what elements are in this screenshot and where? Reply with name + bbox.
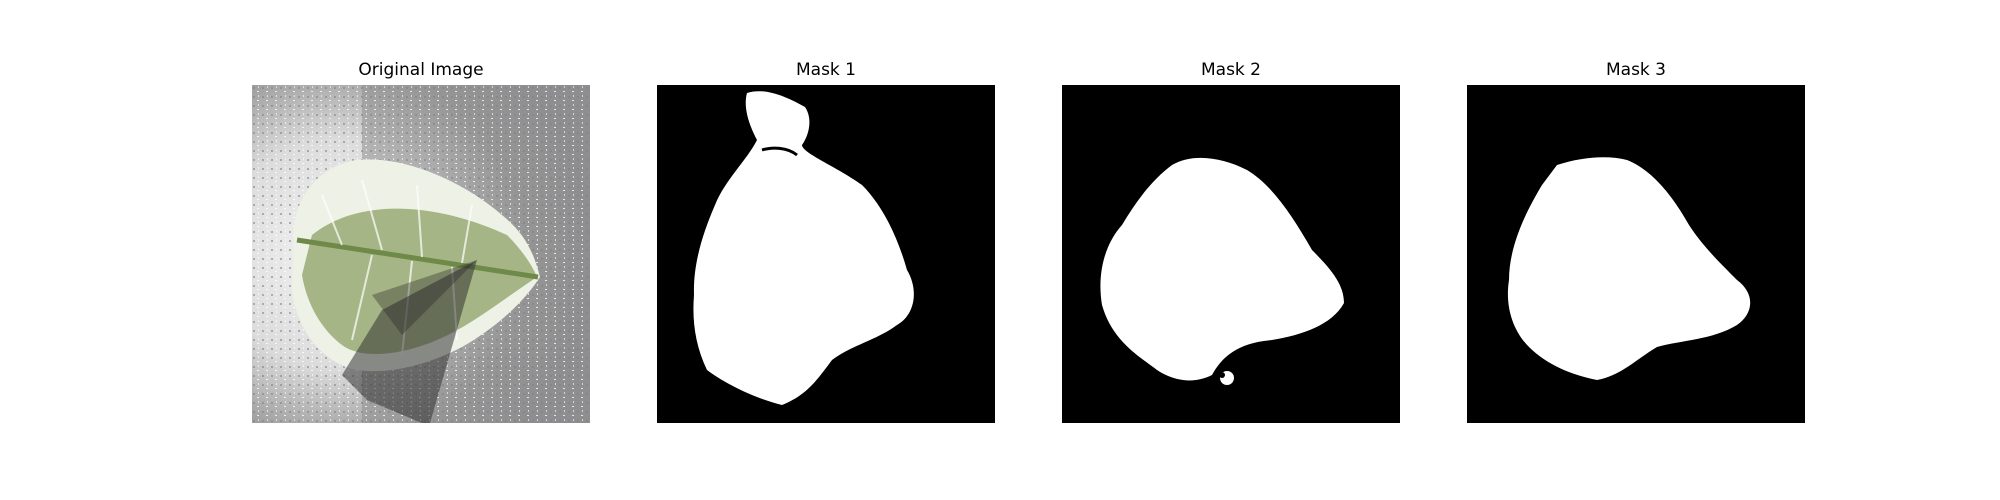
panel-title: Mask 1 — [795, 60, 856, 80]
mask-1-image — [657, 85, 995, 423]
mask-2-image — [1062, 85, 1400, 423]
panel-title: Mask 3 — [1605, 60, 1666, 80]
original-image — [252, 85, 590, 423]
mask-3-image — [1467, 85, 1805, 423]
panel-title: Mask 2 — [1200, 60, 1261, 80]
panel-title: Original Image — [358, 60, 484, 80]
